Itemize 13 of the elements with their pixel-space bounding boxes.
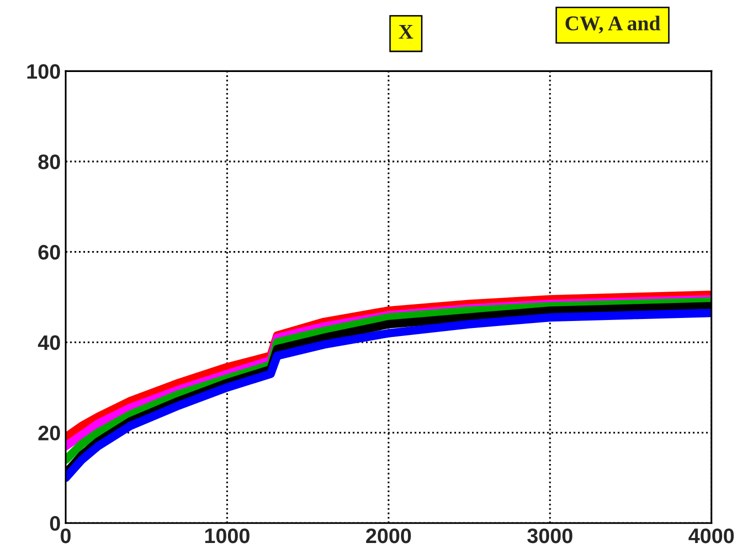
x-tick-label: 2000 bbox=[366, 528, 411, 544]
text: X bbox=[398, 24, 414, 39]
y-tick-label: 100 bbox=[27, 64, 60, 79]
text: CW, A and bbox=[566, 16, 660, 34]
x-tick-label: 1000 bbox=[205, 528, 250, 544]
y-tick-label: 20 bbox=[38, 426, 60, 440]
y-tick-label: 40 bbox=[38, 335, 60, 350]
y-tick-label: 0 bbox=[50, 516, 60, 531]
x-tick-label: 4000 bbox=[688, 528, 734, 544]
x-tick-label: 3000 bbox=[527, 528, 572, 544]
y-tick-label: 80 bbox=[38, 154, 60, 170]
x-tick-label: 0 bbox=[60, 528, 71, 544]
y-tick-label: 60 bbox=[38, 244, 60, 260]
